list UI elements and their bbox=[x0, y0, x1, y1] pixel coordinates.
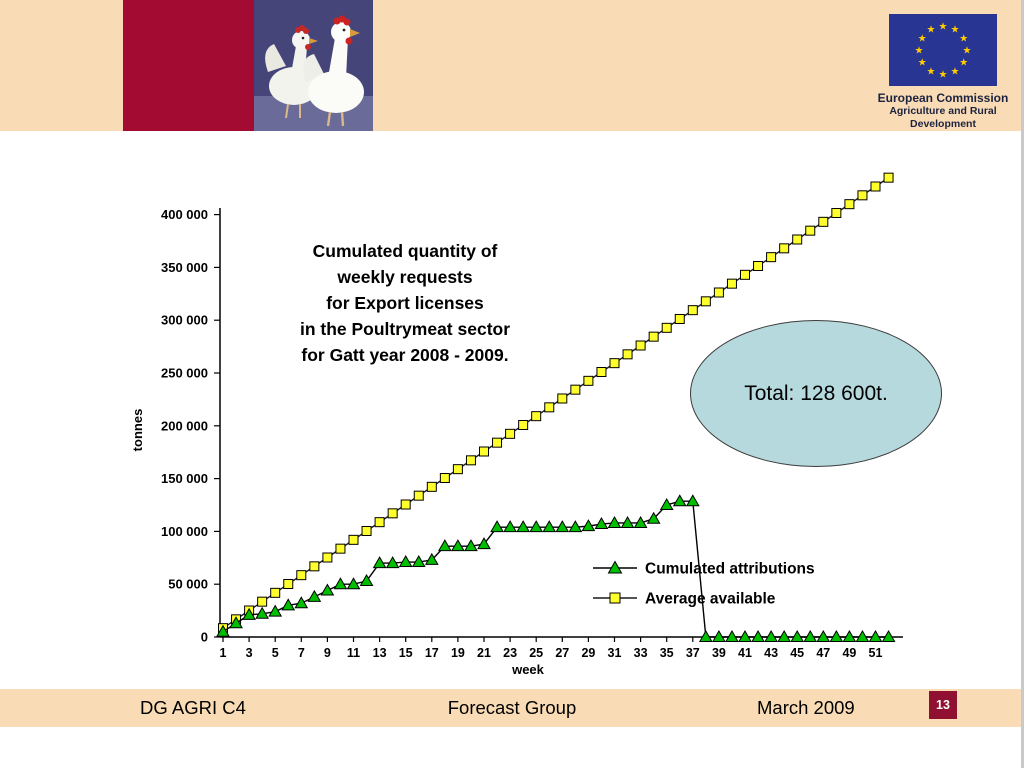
svg-text:47: 47 bbox=[816, 646, 830, 660]
svg-text:350 000: 350 000 bbox=[161, 260, 208, 275]
svg-text:9: 9 bbox=[324, 646, 331, 660]
total-annotation-text: Total: 128 600t. bbox=[744, 381, 888, 405]
svg-text:1: 1 bbox=[220, 646, 227, 660]
svg-text:0: 0 bbox=[201, 630, 208, 645]
footer-center: Forecast Group bbox=[447, 697, 577, 718]
chart-title-line: weekly requests bbox=[337, 267, 473, 287]
svg-text:150 000: 150 000 bbox=[161, 471, 208, 486]
svg-text:23: 23 bbox=[503, 646, 517, 660]
svg-text:★: ★ bbox=[927, 25, 936, 36]
svg-text:5: 5 bbox=[272, 646, 279, 660]
svg-text:7: 7 bbox=[298, 646, 305, 660]
svg-text:★: ★ bbox=[951, 25, 960, 36]
svg-text:15: 15 bbox=[399, 646, 413, 660]
svg-text:35: 35 bbox=[660, 646, 674, 660]
chickens-photo bbox=[254, 0, 373, 131]
chart-title-line: in the Poultrymeat sector bbox=[299, 319, 511, 339]
chart-title-line: for Gatt year 2008 - 2009. bbox=[301, 345, 509, 365]
chart-svg: 0 50 000 100 000 150 000 200 000 250 000 300 0… bbox=[130, 172, 903, 677]
page-number-text: 13 bbox=[936, 698, 950, 712]
svg-text:51: 51 bbox=[869, 646, 883, 660]
svg-text:★: ★ bbox=[918, 58, 927, 69]
svg-text:11: 11 bbox=[347, 646, 360, 660]
svg-text:★: ★ bbox=[927, 66, 936, 77]
svg-text:★: ★ bbox=[951, 66, 960, 77]
svg-text:★: ★ bbox=[963, 46, 972, 57]
footer-left: DG AGRI C4 bbox=[140, 697, 246, 718]
svg-text:45: 45 bbox=[790, 646, 804, 660]
svg-text:★: ★ bbox=[959, 58, 968, 69]
svg-text:41: 41 bbox=[738, 646, 752, 660]
svg-text:17: 17 bbox=[425, 646, 439, 660]
svg-text:29: 29 bbox=[581, 646, 595, 660]
svg-text:3: 3 bbox=[246, 646, 253, 660]
chart-title: Cumulated quantity of weekly requests fo… bbox=[240, 238, 570, 368]
chart-title-line: Cumulated quantity of bbox=[312, 241, 498, 261]
svg-text:200 000: 200 000 bbox=[161, 418, 208, 433]
svg-text:13: 13 bbox=[373, 646, 387, 660]
eu-flag-icon: ★ ★★★★★★★★★★★ bbox=[889, 14, 997, 86]
chart-title-line: for Export licenses bbox=[326, 293, 484, 313]
svg-text:★: ★ bbox=[939, 70, 948, 81]
series-average-available bbox=[218, 172, 894, 634]
svg-text:31: 31 bbox=[608, 646, 622, 660]
series-cumulated-attributions bbox=[216, 494, 896, 642]
svg-text:tonnes: tonnes bbox=[130, 409, 145, 452]
chicken-front bbox=[303, 15, 364, 127]
svg-text:Average available: Average available bbox=[645, 591, 776, 608]
svg-text:37: 37 bbox=[686, 646, 700, 660]
svg-text:25: 25 bbox=[529, 646, 543, 660]
footer: DG AGRI C4 Forecast Group March 2009 bbox=[0, 689, 1024, 727]
svg-text:33: 33 bbox=[634, 646, 648, 660]
top-banner: ★ ★ ★ ★ ★ ★ ★ ★ ★ ★ ★ ★ European Commission Agricul… bbox=[0, 0, 1024, 131]
eu-stars: ★ ★★★★★★★★★★★ bbox=[915, 22, 972, 81]
svg-text:300 000: 300 000 bbox=[161, 313, 208, 328]
svg-text:27: 27 bbox=[555, 646, 569, 660]
eu-logo-subtitle: Agriculture and Rural Development bbox=[889, 105, 997, 130]
svg-text:Cumulated attributions: Cumulated attributions bbox=[645, 561, 815, 578]
chicken-back bbox=[265, 25, 319, 119]
svg-text:400 000: 400 000 bbox=[161, 207, 208, 222]
svg-text:★: ★ bbox=[918, 34, 927, 45]
svg-text:250 000: 250 000 bbox=[161, 366, 208, 381]
red-accent-block bbox=[123, 0, 254, 131]
svg-text:39: 39 bbox=[712, 646, 726, 660]
svg-text:★: ★ bbox=[915, 46, 924, 57]
svg-text:49: 49 bbox=[842, 646, 856, 660]
svg-text:43: 43 bbox=[764, 646, 778, 660]
svg-text:21: 21 bbox=[477, 646, 491, 660]
svg-text:50 000: 50 000 bbox=[168, 577, 208, 592]
page-number-badge: 13 bbox=[929, 691, 957, 719]
svg-text:★: ★ bbox=[959, 34, 968, 45]
svg-text:19: 19 bbox=[451, 646, 465, 660]
svg-text:100 000: 100 000 bbox=[161, 524, 208, 539]
eu-logo: ★ ★ ★ ★ ★ ★ ★ ★ ★ ★ ★ ★ European Commission Agricul… bbox=[858, 14, 1024, 131]
slide-right-edge bbox=[1021, 0, 1024, 768]
footer-right: March 2009 bbox=[757, 697, 855, 718]
svg-text:★: ★ bbox=[939, 22, 948, 33]
svg-text:week: week bbox=[511, 662, 545, 677]
total-annotation-ellipse: Total: 128 600t. bbox=[690, 320, 942, 467]
eu-logo-title: European Commission bbox=[877, 91, 1009, 105]
